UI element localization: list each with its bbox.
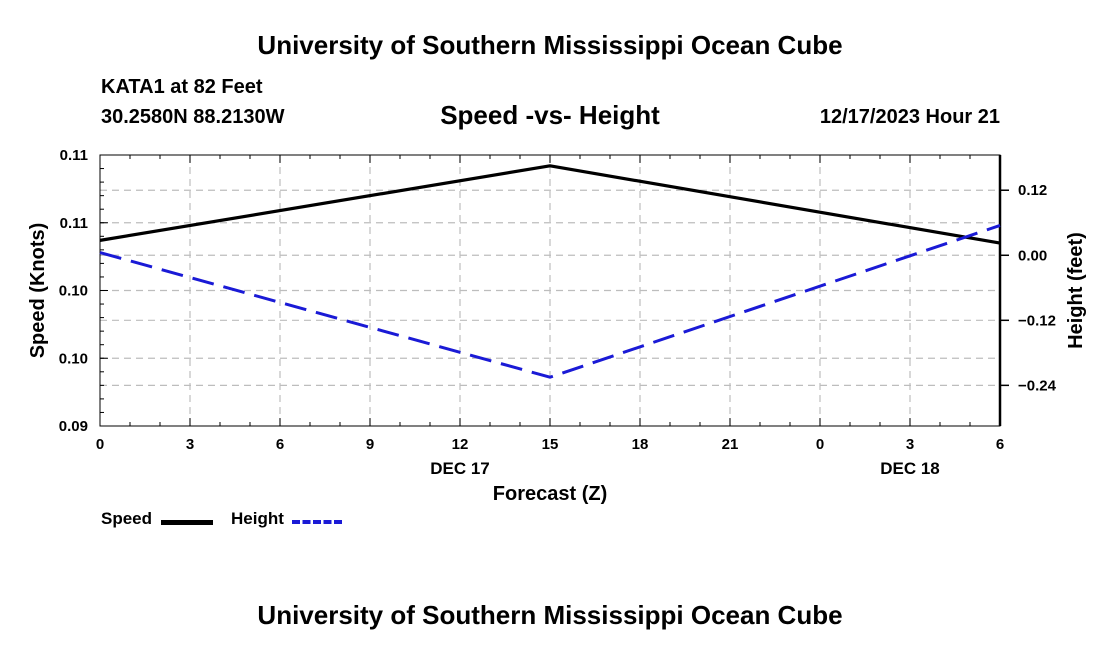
x-tick-label: 3 xyxy=(906,436,914,453)
x-tick-label: 3 xyxy=(186,436,194,453)
y-left-tick-label: 0.10 xyxy=(59,350,88,367)
legend-height-label: Height xyxy=(231,509,284,528)
y-left-axis-label: Speed (Knots) xyxy=(27,223,49,359)
y-right-tick-label: −0.12 xyxy=(1018,312,1056,329)
y-left-tick-label: 0.09 xyxy=(59,418,88,435)
legend-speed-label: Speed xyxy=(101,509,153,528)
x-tick-label: 6 xyxy=(996,436,1004,453)
x-tick-label: 21 xyxy=(722,436,739,453)
y-left-tick-label: 0.10 xyxy=(59,283,88,300)
x-axis-label: Forecast (Z) xyxy=(493,483,607,505)
y-right-tick-label: 0.00 xyxy=(1018,247,1047,264)
y-left-tick-label: 0.11 xyxy=(60,215,88,232)
y-left-tick-label: 0.11 xyxy=(60,147,88,164)
x-tick-label: 15 xyxy=(542,436,559,453)
x-tick-label: 0 xyxy=(816,436,824,453)
series-line-speed xyxy=(99,164,1001,245)
legend-height-swatch xyxy=(292,520,342,524)
x-tick-label: 12 xyxy=(452,436,469,453)
x-tick-label: 6 xyxy=(276,436,284,453)
x-tick-label: 0 xyxy=(96,436,104,453)
y-right-axis-label: Height (feet) xyxy=(1065,232,1087,349)
series-layer xyxy=(99,164,1001,379)
footer-title: University of Southern Mississippi Ocean… xyxy=(257,600,843,630)
forecast-datetime: 12/17/2023 Hour 21 xyxy=(819,106,1000,128)
x-tick-label: 9 xyxy=(366,436,374,453)
y-right-tick-label: 0.12 xyxy=(1018,182,1047,199)
axis-ticks xyxy=(99,154,1009,427)
chart-title: Speed -vs- Height xyxy=(440,100,660,130)
chart-grid xyxy=(100,155,1000,426)
x-date-label: DEC 17 xyxy=(430,459,490,478)
station-label: KATA1 at 82 Feet xyxy=(101,76,263,98)
x-tick-label: 18 xyxy=(632,436,649,453)
station-coordinates: 30.2580N 88.2130W xyxy=(101,106,285,128)
x-date-label: DEC 18 xyxy=(880,459,940,478)
speed-height-chart: 0 3 6 9 12 15 18 21 0 3 6 DEC 17 DEC 18 Forecast (Z) 0… xyxy=(27,147,1087,505)
axis-labels: 0 3 6 9 12 15 18 21 0 3 6 DEC 17 DEC 18 Forecast (Z) 0… xyxy=(27,147,1087,505)
y-right-tick-label: −0.24 xyxy=(1018,377,1057,394)
series-line-height xyxy=(99,224,1001,379)
legend-speed-swatch xyxy=(161,520,213,525)
page-title: University of Southern Mississippi Ocean… xyxy=(257,30,843,60)
